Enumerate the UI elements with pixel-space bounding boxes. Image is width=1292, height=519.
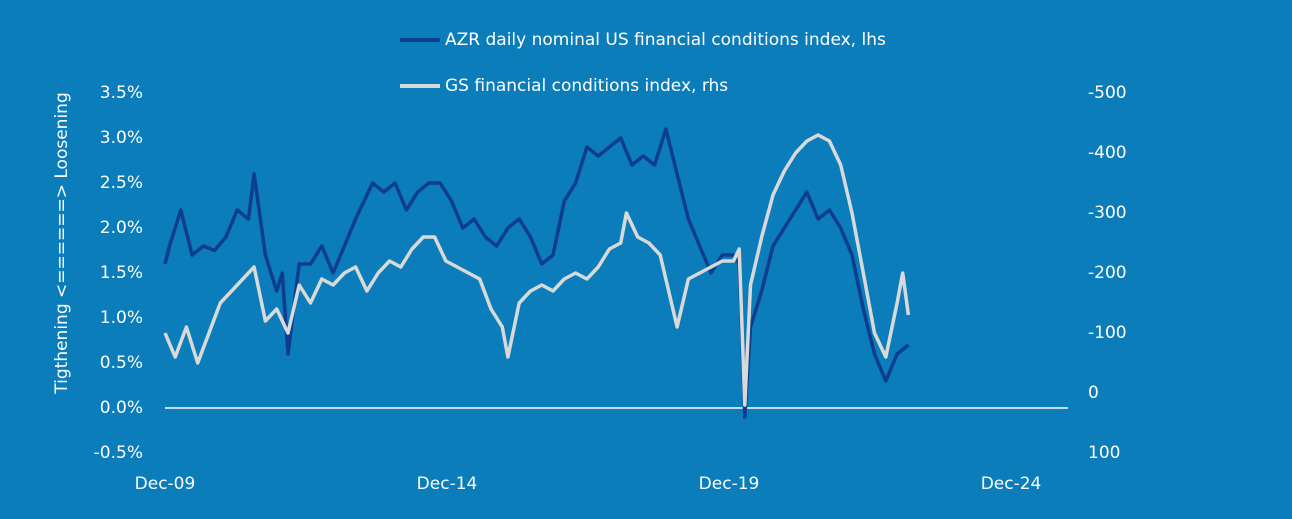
y-tick-label: 3.5% (100, 83, 143, 103)
y-tick-label: 2.0% (100, 218, 143, 238)
y2-tick-label: -400 (1088, 143, 1127, 163)
series-line (163, 133, 911, 407)
y2-tick-label: 0 (1088, 383, 1099, 403)
y-tick-label: 0.5% (100, 353, 143, 373)
y-tick-label: 0.0% (100, 398, 143, 418)
y2-tick-label: -500 (1088, 83, 1127, 103)
y2-tick-label: -300 (1088, 203, 1127, 223)
legend-label: AZR daily nominal US financial condition… (445, 30, 886, 50)
y2-tick-label: 100 (1088, 443, 1120, 463)
y-tick-label: -0.5% (94, 443, 143, 463)
x-tick-label: Dec-19 (699, 474, 760, 494)
y-tick-label: 1.5% (100, 263, 143, 283)
y-axis-label: Tigthening <======> Loosening (52, 92, 72, 394)
y2-tick-label: -200 (1088, 263, 1127, 283)
y-tick-label: 1.0% (100, 308, 143, 328)
y2-tick-label: -100 (1088, 323, 1127, 343)
x-tick-label: Dec-24 (981, 474, 1042, 494)
series-line (163, 127, 910, 419)
y-tick-label: 3.0% (100, 128, 143, 148)
x-tick-label: Dec-09 (135, 474, 196, 494)
x-tick-label: Dec-14 (417, 474, 478, 494)
y-tick-label: 2.5% (100, 173, 143, 193)
legend-label: GS financial conditions index, rhs (445, 76, 728, 96)
